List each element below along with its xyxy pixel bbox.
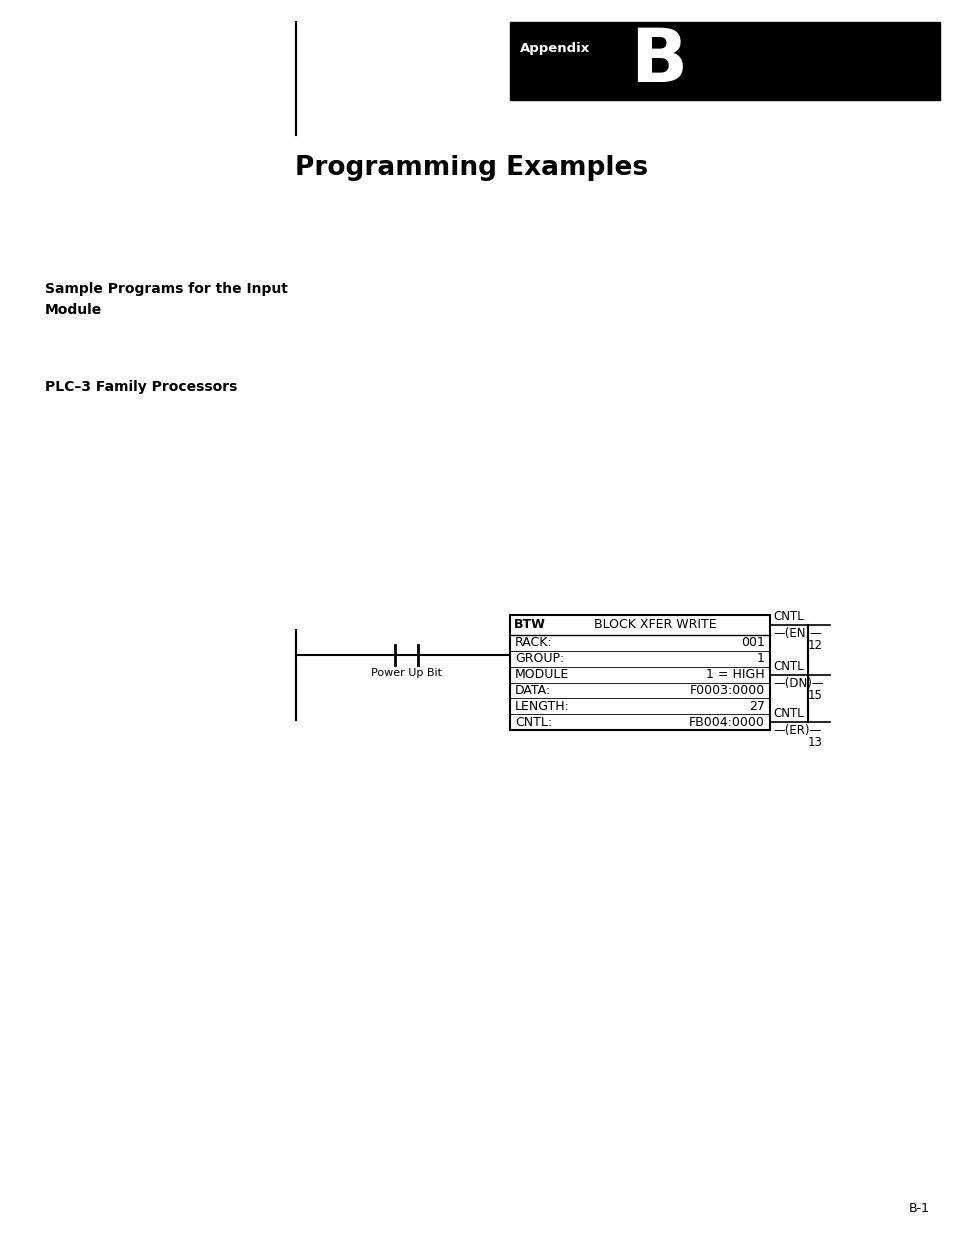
Text: Sample Programs for the Input
Module: Sample Programs for the Input Module xyxy=(45,282,288,316)
Bar xyxy=(510,615,769,730)
Bar xyxy=(510,22,939,100)
Text: LENGTH:: LENGTH: xyxy=(515,700,569,713)
Text: RACK:: RACK: xyxy=(515,636,552,650)
Text: PLC–3 Family Processors: PLC–3 Family Processors xyxy=(45,380,237,394)
Text: 27: 27 xyxy=(748,700,764,713)
Text: Power Up Bit: Power Up Bit xyxy=(371,668,441,678)
Text: CNTL: CNTL xyxy=(772,708,803,720)
Text: GROUP:: GROUP: xyxy=(515,652,563,666)
Text: CNTL:: CNTL: xyxy=(515,715,552,729)
Text: CNTL: CNTL xyxy=(772,610,803,622)
Text: —(DN)—: —(DN)— xyxy=(772,677,822,689)
Text: B: B xyxy=(629,25,686,98)
Text: FB004:0000: FB004:0000 xyxy=(688,715,764,729)
Text: Programming Examples: Programming Examples xyxy=(294,156,647,182)
Text: F0003:0000: F0003:0000 xyxy=(689,684,764,697)
Text: —(EN)—: —(EN)— xyxy=(772,627,821,640)
Text: 1 = HIGH: 1 = HIGH xyxy=(705,668,764,680)
Text: DATA:: DATA: xyxy=(515,684,551,697)
Text: 001: 001 xyxy=(740,636,764,650)
Text: 1: 1 xyxy=(757,652,764,666)
Text: —(ER)—: —(ER)— xyxy=(772,724,821,737)
Text: BTW: BTW xyxy=(514,619,545,631)
Text: B-1: B-1 xyxy=(908,1202,929,1215)
Text: CNTL: CNTL xyxy=(772,659,803,673)
Text: BLOCK XFER WRITE: BLOCK XFER WRITE xyxy=(593,619,716,631)
Text: 12: 12 xyxy=(806,638,821,652)
Text: 15: 15 xyxy=(807,689,821,701)
Text: 13: 13 xyxy=(807,736,821,750)
Text: MODULE: MODULE xyxy=(515,668,569,680)
Text: Appendix: Appendix xyxy=(519,42,590,56)
